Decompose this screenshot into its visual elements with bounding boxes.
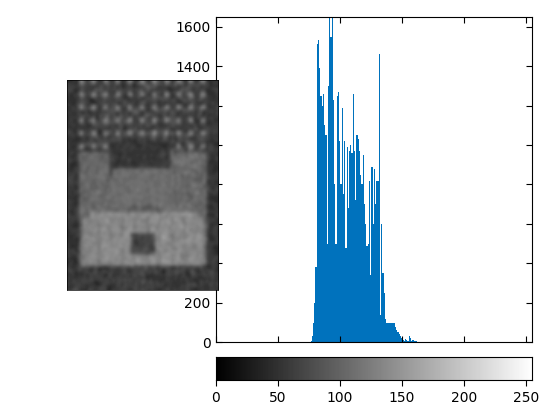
Bar [402,340,404,342]
Bar [317,45,318,342]
Bar [370,275,371,342]
Bar [332,17,333,342]
Bar [372,224,374,342]
Bar [320,96,321,342]
Bar [350,145,352,342]
Bar [360,175,361,342]
Bar [342,108,343,342]
Bar [401,339,402,342]
Bar [346,248,347,342]
Bar [359,151,360,342]
Bar [415,341,416,342]
Bar [407,341,409,342]
Bar [400,336,401,342]
Bar [319,68,320,342]
Bar [324,125,325,342]
Bar [374,169,375,342]
Bar [337,96,338,342]
Bar [405,339,406,342]
Bar [379,54,380,342]
Bar [384,293,385,342]
Bar [375,204,376,342]
Bar [348,208,349,342]
Bar [353,94,354,342]
Bar [310,341,312,342]
Bar [393,323,394,342]
Bar [354,151,355,342]
Bar [314,303,315,342]
Bar [409,336,410,342]
Bar [404,341,405,342]
Bar [366,246,367,342]
Bar [394,323,395,342]
Bar [371,167,372,342]
Bar [330,37,332,342]
Bar [399,334,400,342]
Bar [363,155,364,342]
Bar [376,181,377,342]
Bar [338,92,339,342]
Bar [382,273,384,342]
Bar [390,323,391,342]
Bar [369,181,370,342]
Bar [391,323,393,342]
Bar [389,323,390,342]
Bar [398,333,399,342]
Bar [334,184,335,342]
Bar [395,326,396,342]
Bar [326,244,328,342]
Bar [406,340,407,342]
Bar [412,340,413,342]
Bar [343,194,344,342]
Bar [380,315,381,342]
Bar [413,341,415,342]
Bar [318,40,319,342]
Bar [323,94,324,342]
Bar [364,204,365,342]
Bar [328,86,329,342]
Bar [344,141,346,342]
Bar [377,181,379,342]
Bar [347,147,348,342]
Bar [313,323,314,342]
Bar [325,135,326,342]
Bar [329,17,330,342]
Bar [396,331,398,342]
Bar [333,100,334,342]
Bar [381,224,382,342]
Bar [386,323,388,342]
Bar [385,319,386,342]
Bar [349,151,350,342]
Bar [315,268,317,342]
Bar [340,184,342,342]
Bar [416,341,417,342]
Bar [410,339,411,342]
Bar [312,336,313,342]
Bar [355,200,356,342]
Bar [339,141,340,342]
Bar [321,105,323,342]
Bar [358,139,359,342]
Bar [365,224,366,342]
Bar [352,153,353,342]
Bar [356,135,358,342]
Bar [335,244,337,342]
Bar [361,184,363,342]
Bar [411,341,412,342]
Bar [388,323,389,342]
Bar [367,244,369,342]
